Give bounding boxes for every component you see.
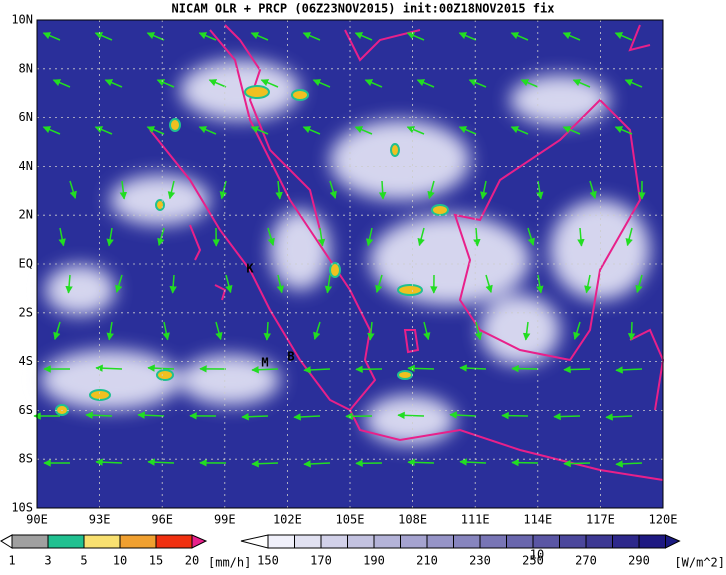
lon-label: 96E	[151, 513, 173, 527]
lon-label: 120E	[649, 513, 678, 527]
colorbar-unit: [mm/h]	[208, 556, 251, 570]
colorbar-box	[348, 535, 375, 548]
colorbar-box	[295, 535, 322, 548]
lat-label: 4N	[19, 159, 33, 173]
colorbar-cap	[666, 535, 680, 548]
colorbar-box	[120, 535, 156, 548]
wind-vector	[631, 322, 632, 340]
colorbar-box	[48, 535, 84, 548]
lon-label: 93E	[89, 513, 111, 527]
wind-vector	[564, 369, 590, 370]
colorbar-box	[156, 535, 192, 548]
colorbar-label: 15	[149, 554, 163, 568]
lat-label: 8S	[19, 452, 33, 466]
colorbar-box	[374, 535, 401, 548]
lat-label: 2N	[19, 208, 33, 222]
wind-vector	[252, 463, 278, 464]
colorbar-box	[454, 535, 481, 548]
wind-vector	[408, 462, 434, 463]
colorbar-label: 10	[113, 554, 127, 568]
lon-label: 114E	[523, 513, 552, 527]
colorbar-label: 270	[575, 554, 597, 568]
colorbar-box	[613, 535, 640, 548]
wind-vector	[554, 416, 580, 417]
colorbar-box	[507, 535, 534, 548]
colorbar-label: 5	[80, 554, 87, 568]
wind-vector	[512, 368, 538, 369]
lon-label: 99E	[214, 513, 236, 527]
colorbar-box	[639, 535, 666, 548]
lat-label: 2S	[19, 305, 33, 319]
colorbar-label: 1	[8, 554, 15, 568]
station-label: B	[287, 350, 294, 364]
colorbar-box	[84, 535, 120, 548]
wind-vector	[398, 415, 424, 416]
colorbar-label: 190	[363, 554, 385, 568]
colorbar-box	[560, 535, 587, 548]
lat-label: 8N	[19, 61, 33, 75]
wind-vector	[408, 368, 434, 369]
colorbar-label: 150	[257, 554, 279, 568]
lon-label: 102E	[273, 513, 302, 527]
colorbar-box	[268, 535, 295, 548]
colorbar-unit: [W/m^2]	[674, 556, 725, 570]
lon-label: 108E	[398, 513, 427, 527]
map: K M B	[34, 20, 663, 508]
lon-label: 105E	[336, 513, 365, 527]
colorbar-label: 20	[185, 554, 199, 568]
precip-colorbar: 1 3 5 10 15 20 [mm/h]	[1, 535, 251, 570]
station-label: M	[261, 356, 268, 370]
colorbar-label: 210	[416, 554, 438, 568]
wind-vector	[242, 416, 268, 417]
colorbar-label: 290	[628, 554, 650, 568]
colorbar-box	[533, 535, 560, 548]
wind-vector	[564, 463, 590, 464]
lat-label: EQ	[19, 257, 33, 271]
colorbar-box	[401, 535, 428, 548]
colorbar-cap	[1, 535, 12, 548]
wind-vector	[382, 181, 383, 199]
lat-label: 10N	[11, 13, 33, 27]
vector-ref-label: 10	[530, 548, 544, 562]
lon-label: 117E	[586, 513, 615, 527]
colorbar-box	[12, 535, 48, 548]
colorbar-label: 170	[310, 554, 332, 568]
colorbar-box	[586, 535, 613, 548]
wind-vector	[512, 462, 538, 463]
colorbar-label: 230	[469, 554, 491, 568]
colorbar-box	[427, 535, 454, 548]
station-label: K	[246, 262, 254, 276]
lon-label: 90E	[26, 513, 48, 527]
colorbar-box	[480, 535, 507, 548]
colorbar-box	[321, 535, 348, 548]
title: NICAM OLR + PRCP (06Z23NOV2015) init:00Z…	[172, 2, 555, 16]
colorbar-label: 3	[44, 554, 51, 568]
lon-label: 111E	[461, 513, 490, 527]
lon-labels: 90E 93E 96E 99E 102E 105E 108E 111E 114E 117E 120E	[26, 513, 677, 527]
lat-label: 4S	[19, 354, 33, 368]
wind-vector	[502, 415, 528, 416]
colorbar-cap	[241, 535, 268, 548]
lat-label: 6N	[19, 110, 33, 124]
lat-label: 6S	[19, 403, 33, 417]
colorbar-cap	[192, 535, 206, 548]
